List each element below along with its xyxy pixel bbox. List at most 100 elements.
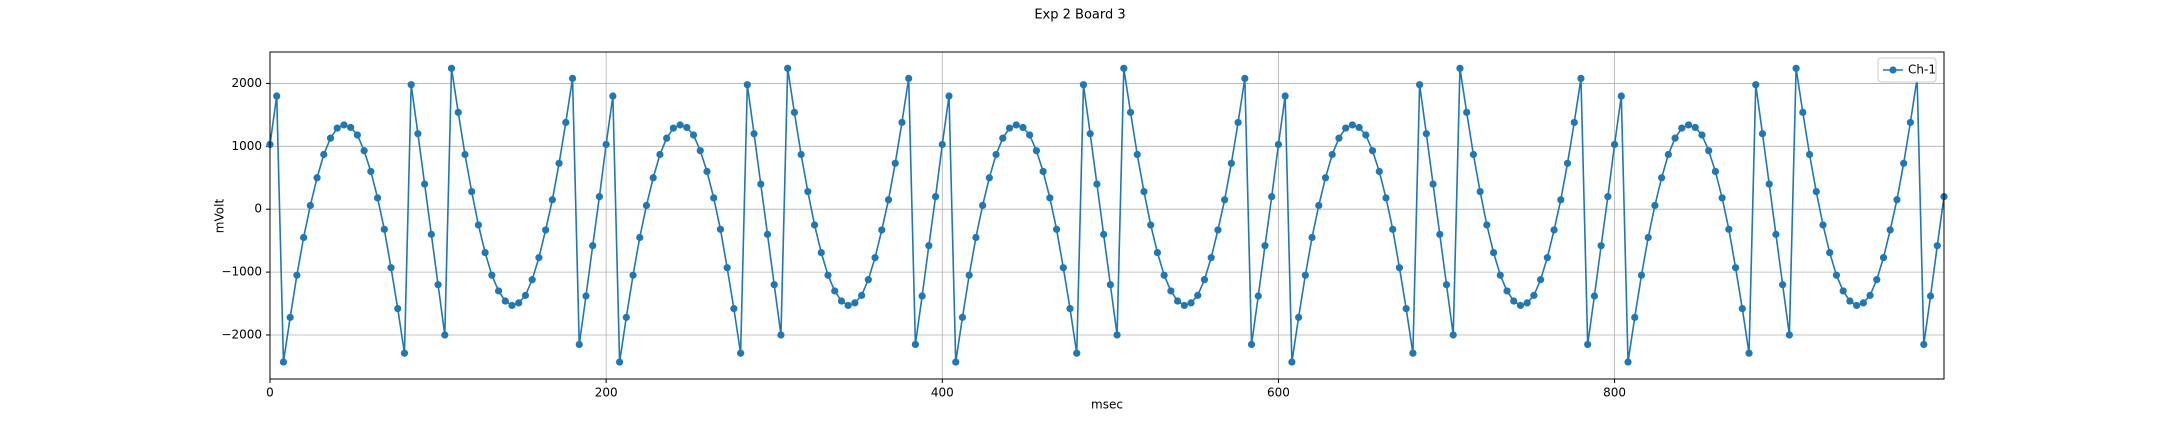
data-point	[1308, 233, 1316, 242]
data-point	[494, 287, 503, 295]
data-point	[1570, 118, 1578, 127]
data-point	[1295, 313, 1303, 321]
x-axis-label: msec	[1091, 398, 1123, 412]
data-point	[582, 292, 590, 300]
data-point	[931, 193, 940, 201]
data-point	[1839, 287, 1847, 295]
data-point	[730, 304, 738, 313]
plot-frame	[269, 51, 1945, 380]
data-point	[1241, 74, 1249, 83]
data-point	[1631, 313, 1639, 321]
data-point	[562, 118, 570, 127]
data-point	[1705, 147, 1713, 155]
data-point	[300, 233, 308, 242]
data-point	[1624, 358, 1632, 366]
data-point	[891, 159, 899, 167]
data-point	[1933, 242, 1941, 250]
data-point	[548, 196, 556, 204]
data-point	[1429, 180, 1437, 188]
data-point	[1853, 301, 1861, 310]
data-point	[501, 297, 509, 305]
data-point	[1590, 292, 1599, 300]
data-point	[1644, 233, 1652, 242]
data-point	[1779, 281, 1787, 289]
data-point	[1718, 194, 1726, 202]
data-point	[1355, 123, 1363, 132]
data-point	[1167, 287, 1175, 295]
data-point	[1516, 301, 1525, 310]
data-point	[1073, 349, 1081, 357]
data-point	[629, 271, 637, 279]
data-point	[367, 167, 375, 176]
data-point	[1422, 130, 1430, 138]
data-point	[347, 123, 355, 132]
data-point	[1281, 92, 1289, 100]
data-point	[1032, 147, 1041, 155]
data-point	[790, 108, 798, 116]
data-point	[1772, 230, 1780, 238]
data-point	[1247, 340, 1256, 349]
data-point	[1584, 340, 1592, 349]
data-point	[481, 249, 489, 257]
data-point	[1510, 297, 1518, 305]
data-point	[1005, 124, 1014, 132]
data-point	[696, 147, 704, 155]
data-point	[1469, 150, 1477, 159]
data-point	[1449, 331, 1457, 339]
data-point	[313, 174, 321, 182]
data-point	[784, 64, 792, 72]
data-point	[1052, 225, 1061, 233]
data-point	[1227, 159, 1235, 167]
data-point	[1664, 150, 1672, 159]
data-point	[1812, 188, 1820, 196]
x-tick-label: 0	[266, 386, 274, 400]
data-point	[1140, 188, 1148, 196]
data-point	[1684, 121, 1693, 129]
data-point	[979, 201, 987, 210]
data-point	[1375, 167, 1383, 176]
data-point	[1019, 123, 1027, 132]
data-point	[1530, 291, 1538, 299]
data-point	[1389, 225, 1397, 233]
data-point	[589, 242, 597, 250]
data-point	[414, 130, 422, 138]
data-point	[1288, 358, 1296, 366]
data-point	[394, 304, 402, 313]
data-point	[1342, 124, 1350, 132]
data-point	[1133, 150, 1141, 159]
data-point	[447, 64, 456, 72]
y-tick-label: −1000	[221, 265, 262, 279]
data-point	[925, 242, 933, 250]
data-point	[535, 254, 543, 262]
data-point	[1362, 131, 1370, 139]
data-point	[858, 291, 866, 299]
data-point	[293, 271, 301, 279]
legend-marker	[1889, 66, 1897, 74]
data-point	[333, 124, 341, 132]
data-point	[1678, 124, 1686, 132]
y-tick-label: 2000	[231, 76, 262, 90]
data-point	[1745, 349, 1753, 357]
series	[266, 64, 1948, 366]
data-point	[1046, 194, 1054, 202]
data-point	[656, 150, 664, 159]
data-point	[1012, 121, 1020, 129]
data-point	[353, 131, 361, 139]
data-point	[1100, 230, 1108, 238]
data-point	[1268, 193, 1276, 201]
data-point	[1200, 276, 1209, 284]
data-point	[844, 301, 852, 310]
data-point	[1671, 134, 1679, 142]
data-point	[1476, 188, 1484, 196]
data-point	[945, 92, 953, 100]
data-point	[911, 340, 919, 349]
data-point	[1604, 193, 1612, 201]
data-point	[1920, 340, 1928, 349]
data-point	[1180, 301, 1188, 310]
x-tick-label: 600	[1267, 386, 1290, 400]
data-point	[763, 230, 772, 238]
data-point	[797, 150, 805, 159]
data-point	[1906, 118, 1914, 127]
data-point	[407, 81, 415, 89]
data-point	[340, 121, 348, 129]
